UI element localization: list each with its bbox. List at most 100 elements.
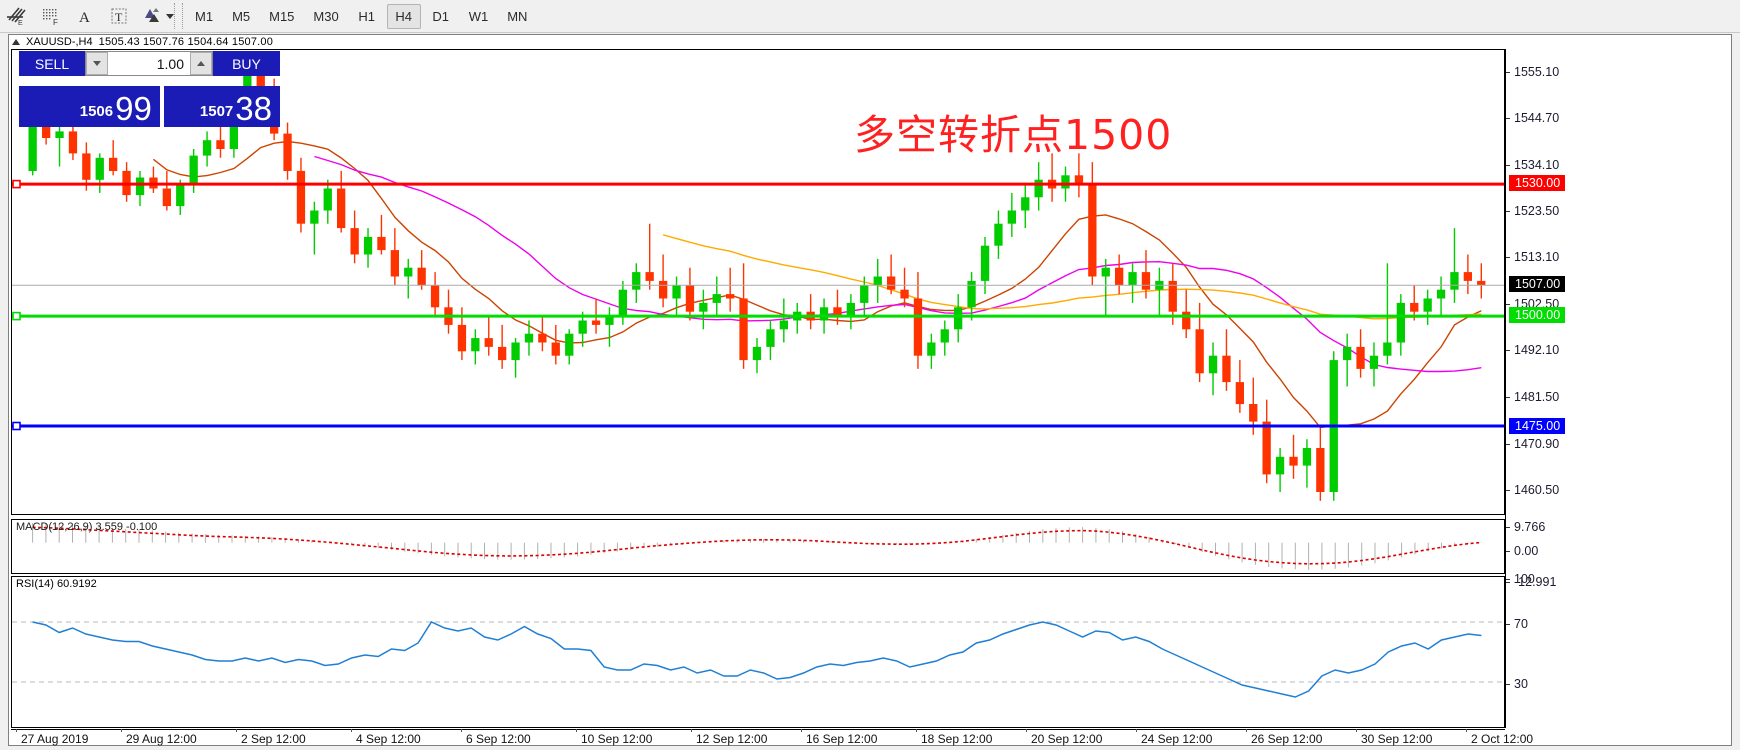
candle-body [739,298,748,361]
candle-body [940,329,949,343]
candle-body [565,333,574,356]
pivot-line-badge[interactable]: 1500.00 [1509,307,1566,324]
chevron-down-icon[interactable] [166,13,174,19]
timeframe-w1[interactable]: W1 [468,8,489,24]
candle-body [337,188,346,229]
candle-body [1463,272,1472,281]
time-tick-label: 29 Aug 12:00 [121,729,197,746]
candle-body [994,223,1003,246]
timeframe-m30[interactable]: M30 [313,8,339,24]
timeframe-mn[interactable]: MN [507,8,528,24]
candle-body [135,177,145,196]
one-click-trading-panel: SELL 1.00 BUY 1506 99 [19,51,280,127]
current-price-line-badge[interactable]: 1507.00 [1509,276,1566,293]
candle-body [82,153,91,180]
time-tick-label: 12 Sep 12:00 [690,729,768,746]
candle-body [927,342,936,356]
timeframe-m15[interactable]: M15 [269,8,295,24]
svg-text:E: E [18,20,23,26]
candle-body [712,294,721,303]
candle-body [1074,175,1084,185]
price-pane[interactable] [11,49,1505,515]
candle-body [1477,280,1486,286]
candle-body [229,118,238,149]
text-box-icon[interactable]: T [102,1,136,31]
macd-pane[interactable]: MACD(12,26,9) 3.559 -0.100 [11,519,1505,574]
rsi-label: RSI(14) 60.9192 [16,578,97,590]
candle-body [1208,355,1218,374]
buy-price-fraction: 38 [235,90,272,127]
candle-body [1128,272,1137,286]
text-label-icon[interactable]: A [68,1,102,31]
candle-body [538,333,547,343]
candle-body [1115,267,1124,286]
buy-button[interactable]: BUY [213,51,280,76]
candle-body [1182,311,1191,330]
volume-decrease-button[interactable] [86,52,108,75]
candle-body [457,324,467,352]
timeframe-h4[interactable]: H4 [386,3,421,29]
rsi-pane[interactable]: RSI(14) 60.9192 [11,576,1505,728]
price-tick: 1513.10 [1506,250,1559,264]
time-tick-label: 20 Sep 12:00 [1025,729,1103,746]
timeframe-m1[interactable]: M1 [195,8,214,24]
candle-body [471,338,480,352]
candle-body [296,170,306,224]
time-tick-label: 27 Aug 2019 [15,729,89,746]
time-scale[interactable]: 27 Aug 2019 29 Aug 12:00 2 Sep 12:00 4 Sep … [11,729,1533,746]
chart-symbol-label: XAUUSD-,H4 [26,36,93,48]
price-scale[interactable]: 1555.10 1544.70 1534.10 1523.50 1513.10 1502.… [1505,49,1729,728]
buy-price-integer: 1507 [199,103,234,120]
volume-input[interactable]: 1.00 [156,55,184,72]
candle-body [752,346,762,361]
candle-body [980,245,990,281]
trade-panel-price-row: 1506 99 1507 38 [19,86,280,127]
candle-body [833,307,842,317]
buy-price-display[interactable]: 1507 38 [163,86,280,127]
candle-body [659,280,668,299]
volume-increase-button[interactable] [190,52,212,75]
candle-body [484,338,493,347]
candle-body [618,289,627,317]
grid-icon[interactable]: F [34,1,68,31]
price-chart-svg [12,52,1504,501]
timeframe-d1[interactable]: D1 [432,8,450,24]
resistance-line-badge[interactable]: 1530.00 [1509,174,1566,191]
resistance-line-handle [12,179,21,189]
time-tick-label: 10 Sep 12:00 [575,729,653,746]
sell-price-display[interactable]: 1506 99 [19,86,160,127]
candle-body [887,276,896,290]
candle-body [417,267,426,286]
crosshair-fibo-icon[interactable]: E [0,1,34,31]
macd-chart-svg [32,522,1482,570]
trade-panel-top-row: SELL 1.00 BUY [19,51,280,76]
candle-body [202,140,212,156]
objects-icon[interactable] [136,1,174,31]
chevron-up-icon [197,61,205,66]
rsi-tick: 70 [1506,617,1528,631]
candle-body [1302,448,1312,466]
candle-body [323,188,332,211]
sell-button[interactable]: SELL [19,51,85,76]
support-line-badge[interactable]: 1475.00 [1509,417,1566,434]
timeframe-m5[interactable]: M5 [232,8,251,24]
candle-body [377,236,386,251]
candle-body [1168,280,1177,312]
candle-body [913,298,923,356]
candle-body [1141,272,1151,290]
price-tick: 1555.10 [1506,65,1559,79]
moving-average-line-0 [152,140,1482,429]
candle-body [766,329,775,347]
candle-body [1101,267,1110,277]
candle-body [1423,298,1432,312]
rsi-line [32,621,1482,698]
collapse-triangle-icon[interactable] [12,39,20,45]
candle-body [68,131,78,154]
sell-price-integer: 1506 [79,103,114,120]
volume-stepper[interactable]: 1.00 [85,51,213,76]
candle-body [1007,210,1016,224]
time-tick-label: 30 Sep 12:00 [1355,729,1433,746]
candle-body [350,228,359,255]
timeframe-h1[interactable]: H1 [358,8,376,24]
candle-body [954,307,963,330]
